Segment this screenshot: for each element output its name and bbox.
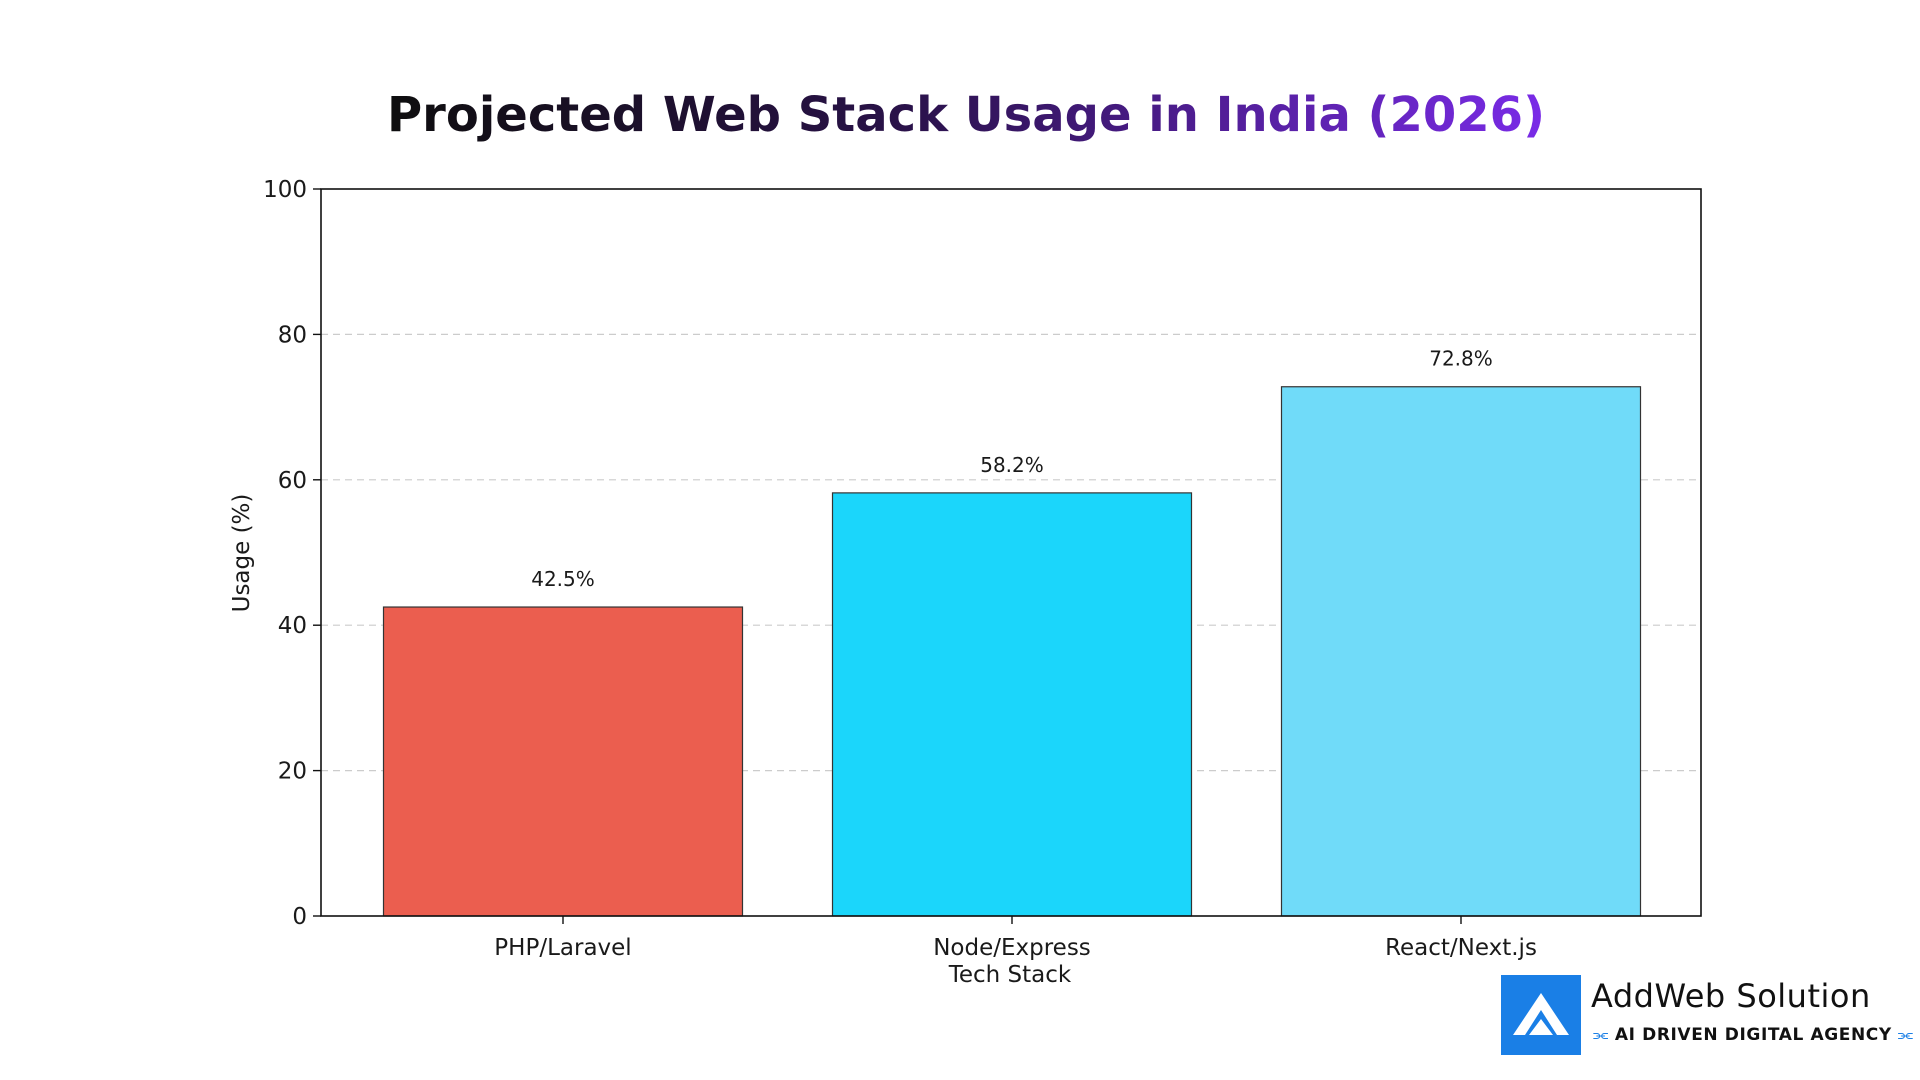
- y-ticks: 0 20 40 60 80 100: [263, 177, 321, 930]
- brand-name: AddWeb Solution: [1591, 977, 1871, 1015]
- data-label: 42.5%: [531, 567, 595, 591]
- y-axis-label: Usage (%): [229, 494, 255, 613]
- circuit-icon: ⫘: [1593, 1025, 1615, 1045]
- x-tick-label: Node/Express: [933, 935, 1091, 961]
- y-tick-label: 80: [278, 322, 307, 348]
- logo-mark-icon: [1501, 975, 1581, 1055]
- y-tick-label: 100: [263, 177, 307, 203]
- x-tick-label: React/Next.js: [1385, 935, 1537, 961]
- data-label: 58.2%: [980, 453, 1044, 477]
- y-tick-label: 0: [292, 904, 307, 930]
- brand-tagline-text: AI DRIVEN DIGITAL AGENCY: [1614, 1025, 1892, 1045]
- plot-frame: [320, 188, 1702, 917]
- x-ticks: PHP/Laravel Node/Express React/Next.js: [494, 916, 1537, 961]
- circuit-icon: ⫘: [1891, 1025, 1914, 1045]
- brand-logo: AddWeb Solution ⫘ AI DRIVEN DIGITAL AGEN…: [1501, 975, 1913, 1057]
- y-tick-label: 40: [278, 613, 307, 639]
- chart-title: Projected Web Stack Usage in India (2026…: [387, 87, 1545, 143]
- brand-tagline: ⫘ AI DRIVEN DIGITAL AGENCY ⫘: [1593, 1025, 1914, 1045]
- y-tick-label: 20: [278, 759, 307, 785]
- x-tick-label: PHP/Laravel: [494, 935, 631, 961]
- bar-node-express: [831, 492, 1193, 917]
- y-tick-label: 60: [278, 468, 307, 494]
- bar-php-laravel: [382, 606, 744, 917]
- data-labels: 42.5% 58.2% 72.8%: [531, 347, 1493, 591]
- x-axis-label: Tech Stack: [948, 962, 1072, 988]
- bars: [382, 386, 1642, 917]
- bar-react-next-js: [1280, 386, 1642, 917]
- data-label: 72.8%: [1429, 347, 1493, 371]
